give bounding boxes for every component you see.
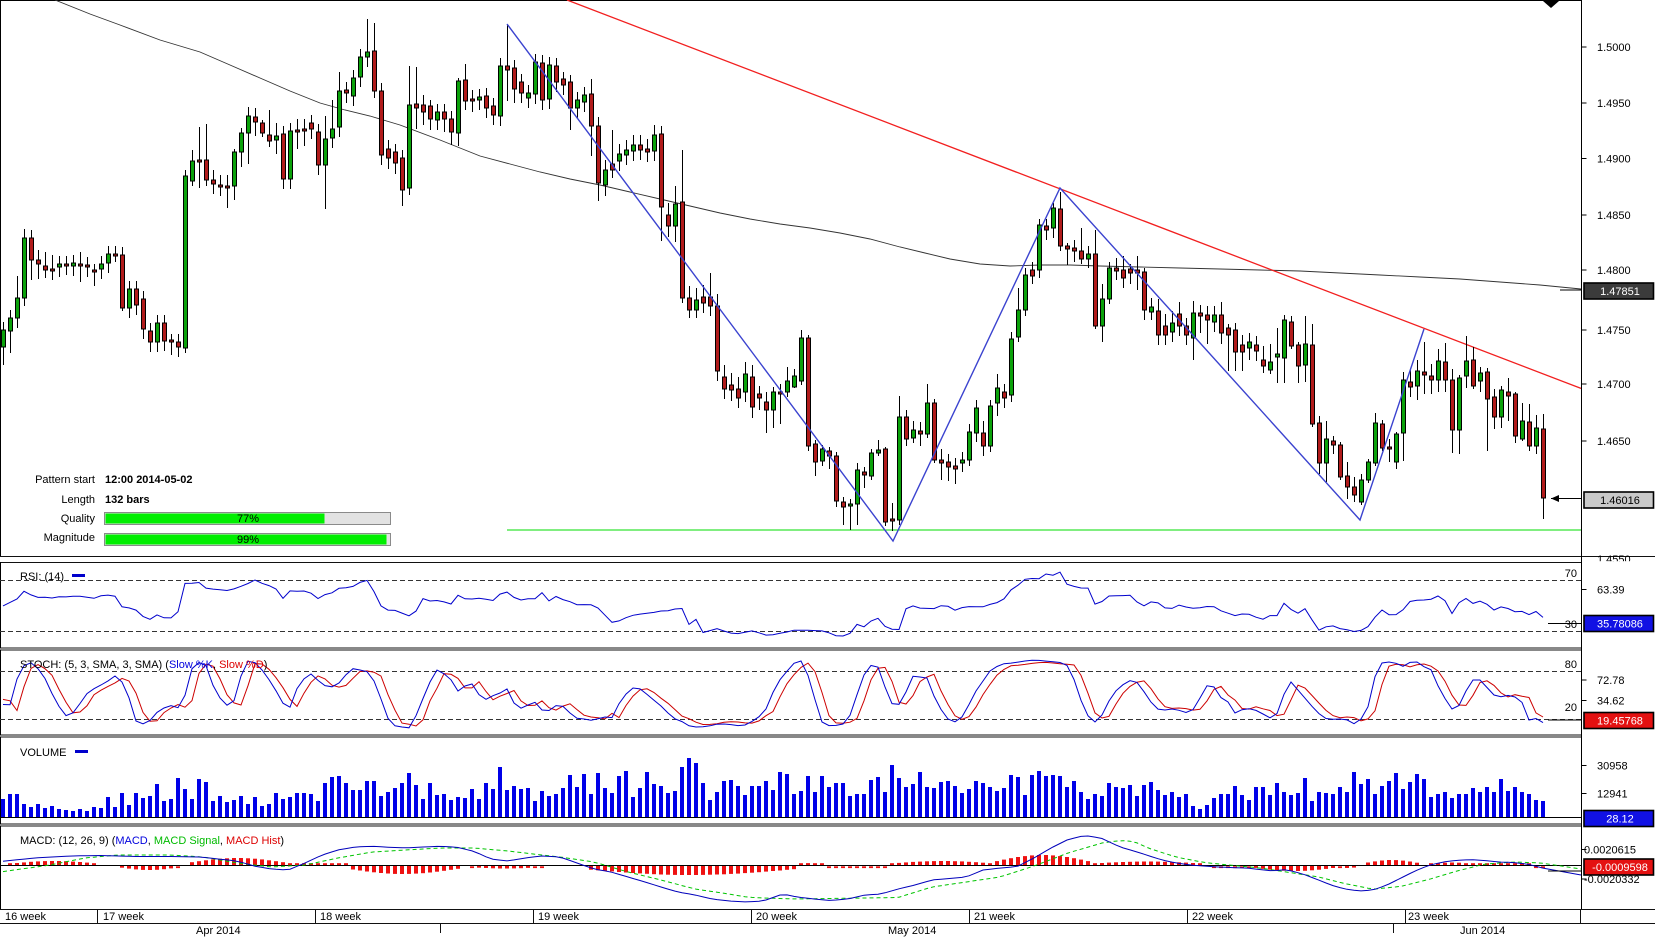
svg-text:MACD: (12, 26, 9) (MACD, MACD: MACD: (12, 26, 9) (MACD, MACD Signal, MA… bbox=[20, 835, 284, 847]
svg-text:STOCH: (5, 3, SMA, 3, SMA) (Sl: STOCH: (5, 3, SMA, 3, SMA) (Slow %K, Slo… bbox=[20, 659, 267, 671]
svg-text:28.12: 28.12 bbox=[1606, 814, 1634, 826]
svg-text:1.4750: 1.4750 bbox=[1597, 325, 1631, 337]
svg-text:132 bars: 132 bars bbox=[105, 494, 150, 506]
svg-text:34.62: 34.62 bbox=[1597, 696, 1625, 708]
svg-text:1.4650: 1.4650 bbox=[1597, 436, 1631, 448]
svg-text:23 week: 23 week bbox=[1408, 911, 1449, 923]
svg-text:19 week: 19 week bbox=[538, 911, 579, 923]
svg-text:22 week: 22 week bbox=[1192, 911, 1233, 923]
svg-text:12941: 12941 bbox=[1597, 789, 1628, 801]
svg-text:63.39: 63.39 bbox=[1597, 585, 1625, 597]
svg-text:1.4850: 1.4850 bbox=[1597, 210, 1631, 222]
svg-text:Pattern start: Pattern start bbox=[35, 474, 95, 486]
svg-text:35.78086: 35.78086 bbox=[1597, 619, 1643, 631]
svg-text:Jun 2014: Jun 2014 bbox=[1460, 925, 1505, 937]
svg-text:20: 20 bbox=[1565, 702, 1577, 714]
svg-text:19.45768: 19.45768 bbox=[1597, 716, 1643, 728]
svg-text:30: 30 bbox=[1565, 619, 1577, 631]
svg-text:-0.0009598: -0.0009598 bbox=[1592, 862, 1648, 874]
svg-text:1.4950: 1.4950 bbox=[1597, 98, 1631, 110]
svg-text:99%: 99% bbox=[237, 534, 259, 546]
svg-text:1.47851: 1.47851 bbox=[1600, 286, 1640, 298]
svg-text:30958: 30958 bbox=[1597, 761, 1628, 773]
svg-text:17 week: 17 week bbox=[103, 911, 144, 923]
svg-text:20 week: 20 week bbox=[756, 911, 797, 923]
svg-text:72.78: 72.78 bbox=[1597, 675, 1625, 687]
svg-text:70: 70 bbox=[1565, 568, 1577, 580]
svg-text:Quality: Quality bbox=[61, 513, 96, 525]
svg-text:May 2014: May 2014 bbox=[888, 925, 936, 937]
svg-text:-0.0020332: -0.0020332 bbox=[1584, 874, 1640, 886]
svg-text:77%: 77% bbox=[237, 513, 259, 525]
svg-text:80: 80 bbox=[1565, 659, 1577, 671]
svg-text:Apr 2014: Apr 2014 bbox=[196, 925, 241, 937]
svg-text:18 week: 18 week bbox=[320, 911, 361, 923]
svg-text:12:00 2014-05-02: 12:00 2014-05-02 bbox=[105, 474, 192, 486]
svg-text:16 week: 16 week bbox=[5, 911, 46, 923]
svg-text:1.4700: 1.4700 bbox=[1597, 379, 1631, 391]
svg-text:RSI: (14): RSI: (14) bbox=[20, 571, 64, 583]
svg-text:Length: Length bbox=[61, 494, 95, 506]
svg-text:1.5000: 1.5000 bbox=[1597, 42, 1631, 54]
svg-text:1.4900: 1.4900 bbox=[1597, 154, 1631, 166]
svg-text:1.46016: 1.46016 bbox=[1600, 495, 1640, 507]
svg-text:0.0020615: 0.0020615 bbox=[1584, 845, 1636, 857]
svg-text:Magnitude: Magnitude bbox=[44, 532, 95, 544]
svg-text:21 week: 21 week bbox=[974, 911, 1015, 923]
svg-text:VOLUME: VOLUME bbox=[20, 747, 66, 759]
svg-text:1.4800: 1.4800 bbox=[1597, 265, 1631, 277]
